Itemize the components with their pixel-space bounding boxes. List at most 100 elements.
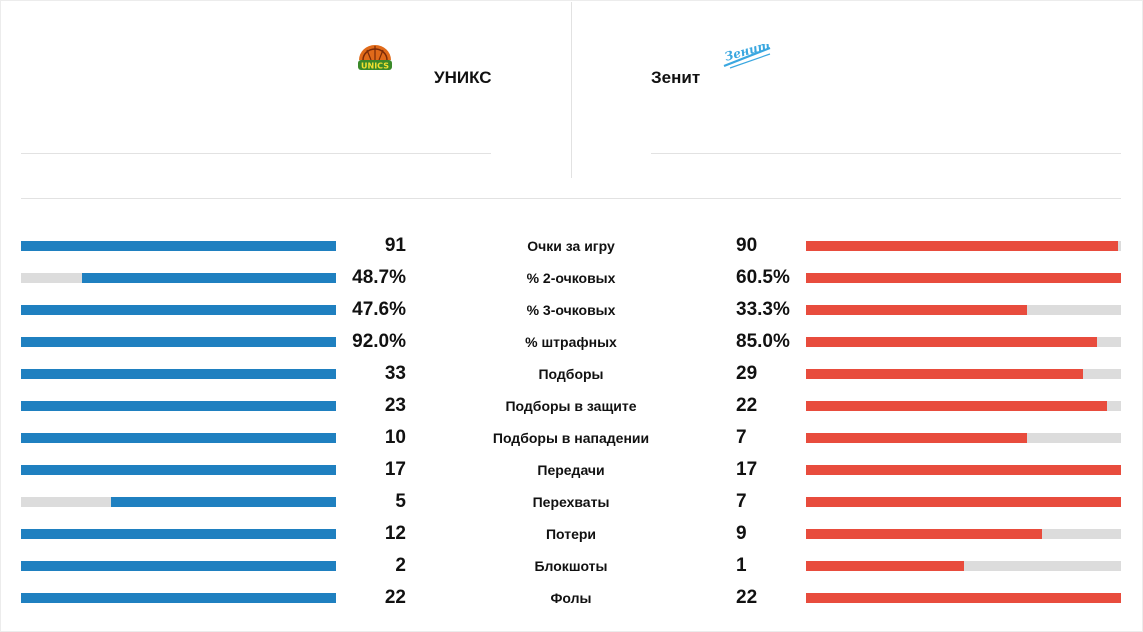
stat-row: 91 Очки за игру 90 [0, 230, 1143, 262]
home-stat-bar-fill [82, 273, 336, 283]
home-stat-value: 2 [395, 555, 406, 576]
away-stat-bar-fill [806, 305, 1027, 315]
stat-row: 5 Перехваты 7 [0, 486, 1143, 518]
home-stat-bar [21, 465, 336, 475]
away-stat-value: 60.5% [736, 267, 790, 288]
home-stat-bar [21, 433, 336, 443]
home-stat-bar-fill [111, 497, 336, 507]
home-stat-bar-fill [21, 401, 336, 411]
unics-logo-icon: UNICS [358, 45, 392, 71]
stat-row: 2 Блокшоты 1 [0, 550, 1143, 582]
stat-row: 92.0% % штрафных 85.0% [0, 326, 1143, 358]
home-stat-value: 22 [384, 587, 406, 608]
away-stat-value: 22 [736, 395, 758, 416]
away-stat-bar-fill [806, 465, 1121, 475]
zenit-logo-text: Зенит [723, 44, 772, 64]
home-team-name[interactable]: УНИКС [434, 68, 492, 87]
away-stat-value: 22 [736, 587, 758, 608]
stat-row: 12 Потери 9 [0, 518, 1143, 550]
stat-row: 23 Подборы в защите 22 [0, 390, 1143, 422]
home-stat-bar [21, 241, 336, 251]
stat-row: 48.7% % 2-очковых 60.5% [0, 262, 1143, 294]
stat-label: % 3-очковых [526, 302, 616, 318]
home-stat-bar-fill [21, 241, 336, 251]
stat-label: Перехваты [532, 494, 610, 510]
away-stat-bar-fill [806, 273, 1121, 283]
away-stat-value: 33.3% [736, 299, 790, 320]
away-stat-bar-fill [806, 593, 1121, 603]
home-stat-value: 17 [384, 459, 406, 480]
away-stat-bar-fill [806, 241, 1118, 251]
stat-label: Фолы [550, 590, 592, 606]
home-stat-bar-fill [21, 529, 336, 539]
away-stat-value: 85.0% [736, 331, 790, 352]
away-stat-value: 17 [736, 459, 758, 480]
home-stat-bar-fill [21, 433, 336, 443]
section-divider [21, 198, 1121, 199]
away-header-underline [651, 153, 1121, 154]
away-stat-bar [806, 241, 1121, 251]
unics-logo-text: UNICS [361, 62, 389, 71]
home-stat-bar [21, 369, 336, 379]
stat-row: 47.6% % 3-очковых 33.3% [0, 294, 1143, 326]
away-stat-bar-fill [806, 369, 1083, 379]
stat-label: Передачи [537, 462, 605, 478]
stat-row: 22 Фолы 22 [0, 582, 1143, 614]
away-stat-bar [806, 593, 1121, 603]
away-team-name[interactable]: Зенит [651, 68, 701, 87]
home-stat-bar-fill [21, 465, 336, 475]
home-stat-bar-fill [21, 305, 336, 315]
away-stat-bar-fill [806, 561, 964, 571]
home-stat-bar-fill [21, 593, 336, 603]
away-stat-bar [806, 305, 1121, 315]
home-stat-value: 12 [384, 523, 406, 544]
zenit-logo-icon: Зенит [723, 44, 772, 69]
away-stat-value: 90 [736, 235, 758, 256]
stat-label: Подборы в нападении [492, 430, 650, 446]
away-stat-value: 9 [736, 523, 747, 544]
away-stat-bar [806, 273, 1121, 283]
home-header-underline [21, 153, 491, 154]
stat-label: Подборы [538, 366, 604, 382]
away-stat-bar [806, 529, 1121, 539]
home-stat-bar [21, 529, 336, 539]
stat-label: Подборы в защите [505, 398, 637, 414]
home-stat-value: 33 [384, 363, 406, 384]
away-stat-bar-fill [806, 433, 1027, 443]
away-stat-bar [806, 465, 1121, 475]
away-stat-bar [806, 497, 1121, 507]
home-stat-value: 23 [384, 395, 406, 416]
stat-label: Очки за игру [527, 238, 615, 254]
stat-label: % штрафных [525, 334, 617, 350]
away-stat-value: 1 [736, 555, 747, 576]
away-stat-bar [806, 433, 1121, 443]
home-stat-bar-fill [21, 561, 336, 571]
away-stat-bar-fill [806, 337, 1098, 347]
away-stat-bar [806, 337, 1121, 347]
away-stat-value: 29 [736, 363, 758, 384]
home-stat-bar-fill [21, 337, 336, 347]
stat-row: 17 Передачи 17 [0, 454, 1143, 486]
away-stat-value: 7 [736, 427, 747, 448]
away-stat-value: 7 [736, 491, 747, 512]
home-stat-bar [21, 593, 336, 603]
away-stat-bar [806, 369, 1121, 379]
away-stat-bar [806, 401, 1121, 411]
home-stat-value: 47.6% [352, 299, 406, 320]
home-stat-bar [21, 273, 336, 283]
home-stat-value: 5 [395, 491, 406, 512]
away-stat-bar-fill [806, 529, 1043, 539]
stat-label: % 2-очковых [526, 270, 616, 286]
home-stat-bar [21, 337, 336, 347]
home-stat-value: 91 [384, 235, 406, 256]
stat-row: 33 Подборы 29 [0, 358, 1143, 390]
home-stat-bar [21, 401, 336, 411]
stat-label: Блокшоты [534, 558, 608, 574]
away-stat-bar-fill [806, 401, 1108, 411]
stat-label: Потери [545, 526, 597, 542]
header-divider [571, 2, 572, 178]
stat-row: 10 Подборы в нападении 7 [0, 422, 1143, 454]
home-stat-value: 92.0% [352, 331, 406, 352]
home-stat-bar [21, 561, 336, 571]
home-stat-value: 10 [384, 427, 406, 448]
